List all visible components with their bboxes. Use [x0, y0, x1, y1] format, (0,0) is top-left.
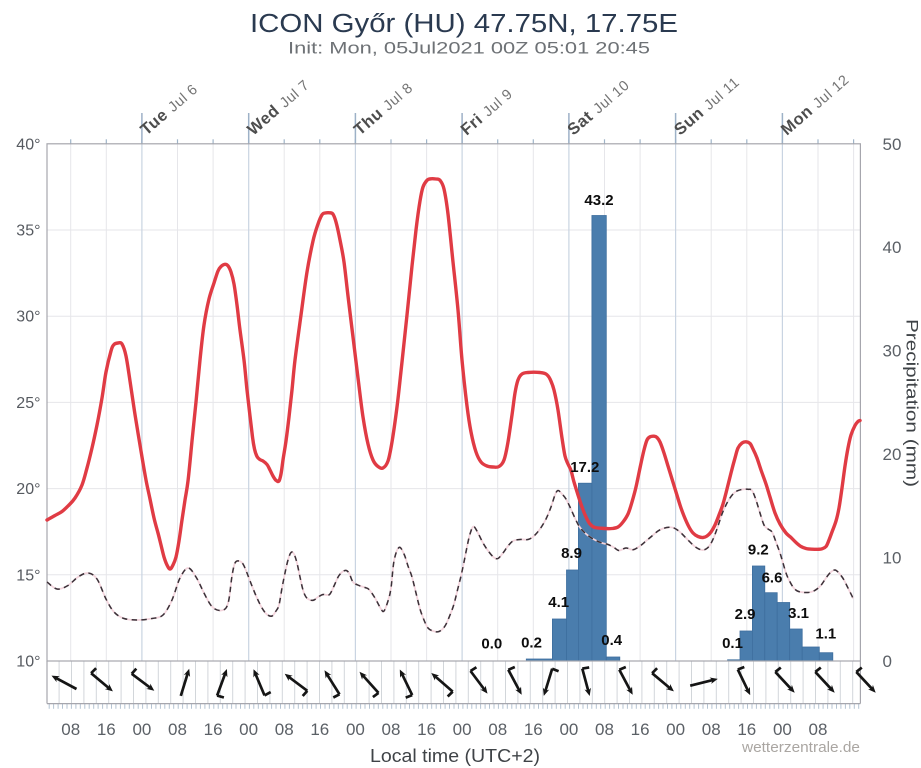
svg-text:16: 16 — [204, 720, 223, 739]
svg-text:00: 00 — [666, 720, 685, 739]
svg-text:25°: 25° — [16, 395, 40, 412]
svg-text:9.2: 9.2 — [748, 542, 769, 559]
svg-text:0.4: 0.4 — [601, 632, 623, 649]
svg-text:wetterzentrale.de: wetterzentrale.de — [741, 739, 860, 756]
svg-text:16: 16 — [631, 720, 650, 739]
svg-text:40: 40 — [883, 238, 902, 257]
svg-text:0.1: 0.1 — [722, 635, 743, 652]
svg-text:0: 0 — [883, 652, 892, 671]
svg-text:10: 10 — [883, 549, 902, 568]
svg-text:00: 00 — [132, 720, 151, 739]
svg-text:08: 08 — [275, 720, 294, 739]
svg-text:08: 08 — [382, 720, 401, 739]
svg-text:0.0: 0.0 — [481, 636, 502, 653]
svg-text:00: 00 — [773, 720, 792, 739]
svg-text:8.9: 8.9 — [561, 545, 582, 562]
svg-text:20°: 20° — [16, 481, 40, 498]
svg-text:08: 08 — [488, 720, 507, 739]
svg-text:08: 08 — [168, 720, 187, 739]
svg-text:16: 16 — [310, 720, 329, 739]
svg-text:20: 20 — [883, 445, 902, 464]
svg-text:16: 16 — [97, 720, 116, 739]
svg-text:50: 50 — [883, 135, 902, 154]
svg-text:10°: 10° — [16, 654, 40, 671]
svg-text:15°: 15° — [16, 567, 40, 584]
svg-text:3.1: 3.1 — [788, 605, 809, 622]
svg-text:30: 30 — [883, 342, 902, 361]
svg-text:08: 08 — [809, 720, 828, 739]
svg-text:40°: 40° — [16, 136, 40, 153]
svg-text:Precipitation (mm): Precipitation (mm) — [903, 319, 921, 487]
svg-text:30°: 30° — [16, 309, 40, 326]
svg-text:08: 08 — [702, 720, 721, 739]
svg-text:Local time (UTC+2): Local time (UTC+2) — [370, 746, 540, 766]
svg-text:16: 16 — [417, 720, 436, 739]
svg-text:00: 00 — [559, 720, 578, 739]
svg-text:35°: 35° — [16, 223, 40, 240]
svg-text:00: 00 — [239, 720, 258, 739]
svg-text:0.2: 0.2 — [521, 635, 542, 652]
svg-text:00: 00 — [346, 720, 365, 739]
svg-text:2.9: 2.9 — [735, 606, 756, 623]
svg-text:00: 00 — [453, 720, 472, 739]
svg-text:08: 08 — [61, 720, 80, 739]
svg-text:16: 16 — [524, 720, 543, 739]
svg-text:17.2: 17.2 — [570, 459, 599, 476]
svg-text:1.1: 1.1 — [815, 625, 836, 642]
svg-text:Init: Mon, 05Jul2021 00Z 05:01: Init: Mon, 05Jul2021 00Z 05:01 20:45 — [288, 39, 650, 58]
svg-text:08: 08 — [595, 720, 614, 739]
svg-text:43.2: 43.2 — [584, 192, 613, 209]
svg-text:4.1: 4.1 — [548, 594, 569, 611]
svg-text:6.6: 6.6 — [762, 569, 783, 586]
svg-text:16: 16 — [737, 720, 756, 739]
svg-text:ICON Győr (HU) 47.75N, 17.75E: ICON Győr (HU) 47.75N, 17.75E — [250, 10, 678, 38]
